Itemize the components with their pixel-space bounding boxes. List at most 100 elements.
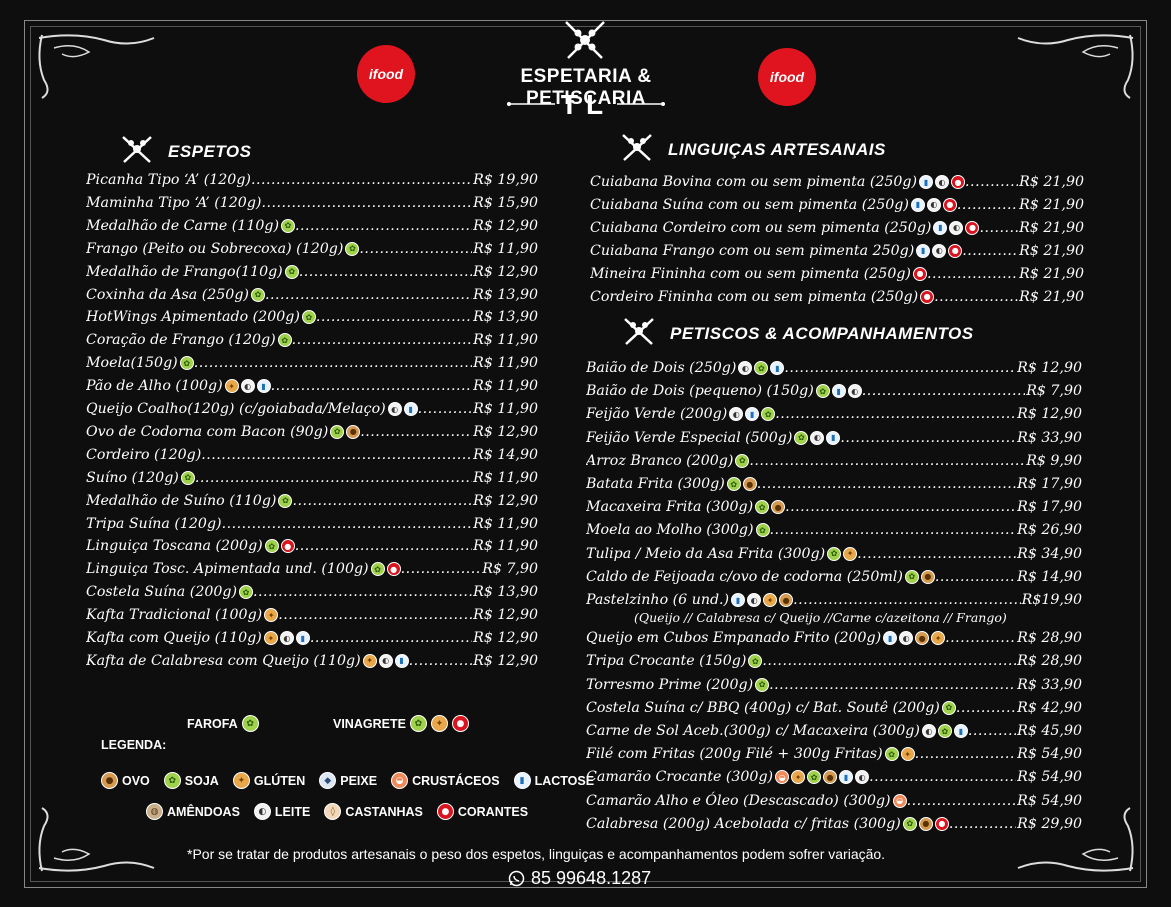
menu-item-price: R$ 12,90: [1017, 406, 1082, 423]
dot-leader: ........................................…: [264, 286, 472, 303]
menu-item: Kafta Tradicional (100g) ✦...............…: [86, 605, 538, 625]
gluten-icon: ✦: [224, 379, 239, 394]
menu-item-name: Cordeiro (120g): [86, 446, 202, 463]
menu-item-price: R$ 12,90: [1017, 360, 1082, 376]
soja-icon: ✿: [755, 523, 770, 538]
soja-icon: ✿: [370, 562, 385, 577]
menu-item: Macaxeira Frita (300g) ✿ ●................…: [586, 497, 1082, 517]
menu-item-name: Baião de Dois (pequeno) (150g): [586, 383, 814, 400]
menu-item-price: R$ 11,90: [473, 378, 538, 395]
dot-leader: ........................................…: [298, 263, 472, 280]
dot-leader: ........................................…: [914, 746, 1017, 763]
allergen-icons: ▮ ◐ ●: [919, 175, 966, 189]
menu-item: Filé com Fritas (200g Filé + 300g Fritas…: [586, 744, 1082, 764]
allergen-icons: ✿: [179, 356, 194, 371]
allergen-icons: ✿ ▮ ◐: [815, 384, 862, 399]
legend-entry-label: PEIXE: [340, 773, 378, 788]
menu-item-name: Medalhão de Carne (110g): [86, 217, 280, 234]
allergen-icons: ✿: [941, 700, 956, 715]
dot-leader: ........................................…: [294, 538, 472, 555]
allergen-icons: ✿: [755, 677, 770, 692]
menu-item-price: R$ 13,90: [473, 309, 538, 326]
menu-item: Kafta de Calabresa com Queijo (110g) ✦ ◐ ▮.…: [86, 651, 538, 671]
legend-entry-label: CASTANHAS: [345, 804, 423, 819]
legend-entry-label: CORANTES: [457, 804, 529, 819]
legend-entry-corante: ● CORANTES: [436, 803, 529, 820]
allergen-icons: ✿: [180, 470, 195, 485]
menu-item-name: Maminha Tipo ‘A’ (120g): [86, 194, 262, 211]
ovo-icon: ●: [915, 631, 930, 646]
allergen-icons: ✿ ●: [726, 477, 757, 491]
crust-icon: ◒: [391, 772, 409, 789]
allergen-icons: ✿ ✦: [827, 546, 858, 561]
skewer-icon: [622, 316, 656, 351]
phone-contact[interactable]: 85 99648.1287: [508, 868, 651, 889]
soja-icon: ✿: [163, 772, 181, 789]
dot-leader: ........................................…: [861, 383, 1025, 400]
menu-item-price: R$ 54,90: [1017, 769, 1082, 786]
menu-item-price: R$ 11,90: [473, 240, 538, 257]
allergen-icons: ✿ ●: [755, 500, 786, 515]
section-title-espetos: ESPETOS: [120, 134, 252, 169]
allergen-icons: ✿ ●: [904, 569, 935, 584]
gluten-icon: ✦: [791, 770, 806, 785]
legend-vinagrete: VINAGRETE ✿ ✦ ●: [333, 715, 469, 732]
soja-icon: ✿: [815, 384, 830, 399]
leite-icon: ◐: [855, 770, 870, 785]
lactose-icon: ▮: [745, 407, 760, 422]
menu-item-name: Tripa Suína (120g): [86, 515, 222, 532]
corante-icon: ●: [951, 175, 966, 189]
menu-item-name: Cordeiro Fininha com ou sem pimenta (250…: [590, 288, 919, 305]
leite-icon: ◐: [729, 407, 744, 422]
legend-entry-label: SOJA: [184, 773, 219, 788]
menu-item-name: Queijo em Cubos Empanado Frito (200g): [586, 630, 882, 647]
legend-entry-gluten: ✦ GLÚTEN: [232, 772, 305, 789]
menu-item-price: R$ 11,90: [473, 355, 538, 372]
menu-item-price: R$ 12,90: [473, 492, 538, 509]
amend-icon: ◍: [146, 803, 163, 820]
corner-ornament-bottom-left: [38, 807, 155, 872]
dot-leader: ........................................…: [784, 360, 1016, 376]
menu-item-name: Cuiabana Suína com ou sem pimenta (250g): [590, 196, 909, 213]
menu-item-price: R$ 12,90: [473, 652, 538, 669]
menu-item: Costela Suína (200g) ✿...................…: [86, 582, 538, 602]
soja-icon: ✿: [345, 241, 360, 256]
menu-item-name: Coxinha da Asa (250g): [86, 286, 249, 303]
leite-icon: ◐: [926, 197, 941, 212]
allergen-icons: ✿: [281, 218, 296, 233]
legend-entry-ovo: ● OVO: [101, 772, 150, 789]
menu-item-price: R$ 15,90: [473, 194, 538, 211]
soja-icon: ✿: [807, 770, 822, 785]
leite-icon: ◐: [935, 175, 950, 189]
leite-icon: ◐: [747, 593, 762, 607]
allergen-icons: ✿: [301, 310, 316, 325]
soja-icon: ✿: [827, 546, 842, 561]
dot-leader: ........................................…: [955, 699, 1016, 716]
menu-item: Queijo Coalho(120g) (c/goiabada/Melaço) ◐…: [86, 399, 538, 419]
soja-icon: ✿: [301, 310, 316, 325]
menu-item: Tripa Suína (120g)......................…: [86, 514, 538, 534]
menu-item-price: R$ 21,90: [1019, 288, 1084, 305]
dot-leader: ........................................…: [756, 476, 1017, 492]
allergen-icons: ✦ ◐ ▮: [224, 379, 271, 394]
dot-leader: ........................................…: [278, 607, 472, 624]
corante-icon: ●: [965, 220, 980, 235]
title-ornament-line: [507, 102, 665, 106]
menu-item: Baião de Dois (pequeno) (150g) ✿ ▮ ◐.......…: [586, 381, 1082, 401]
menu-item-price: R$ 19,90: [473, 172, 538, 188]
menu-item-name: Mineira Fininha com ou sem pimenta (250g…: [590, 265, 911, 282]
corner-ornament-top-right: [1017, 34, 1134, 99]
legend-farofa: FAROFA ✿: [187, 715, 259, 732]
corante-icon: ●: [912, 266, 927, 281]
soja-icon: ✿: [726, 477, 741, 491]
ovo-icon: ●: [771, 500, 786, 515]
menu-item-name: Picanha Tipo ‘A’ (120g): [86, 172, 251, 188]
menu-item-name: Frango (Peito ou Sobrecoxa) (120g): [86, 240, 344, 257]
corante-icon: ●: [280, 539, 295, 554]
dot-leader: ........................................…: [785, 499, 1016, 516]
menu-item-name: Feijão Verde Especial (500g): [586, 429, 793, 446]
corante-icon: ●: [942, 197, 957, 212]
menu-item-price: R$ 11,90: [473, 515, 538, 532]
legend-entry-label: LEITE: [274, 804, 311, 819]
menu-item-price: R$ 21,90: [1019, 196, 1084, 213]
